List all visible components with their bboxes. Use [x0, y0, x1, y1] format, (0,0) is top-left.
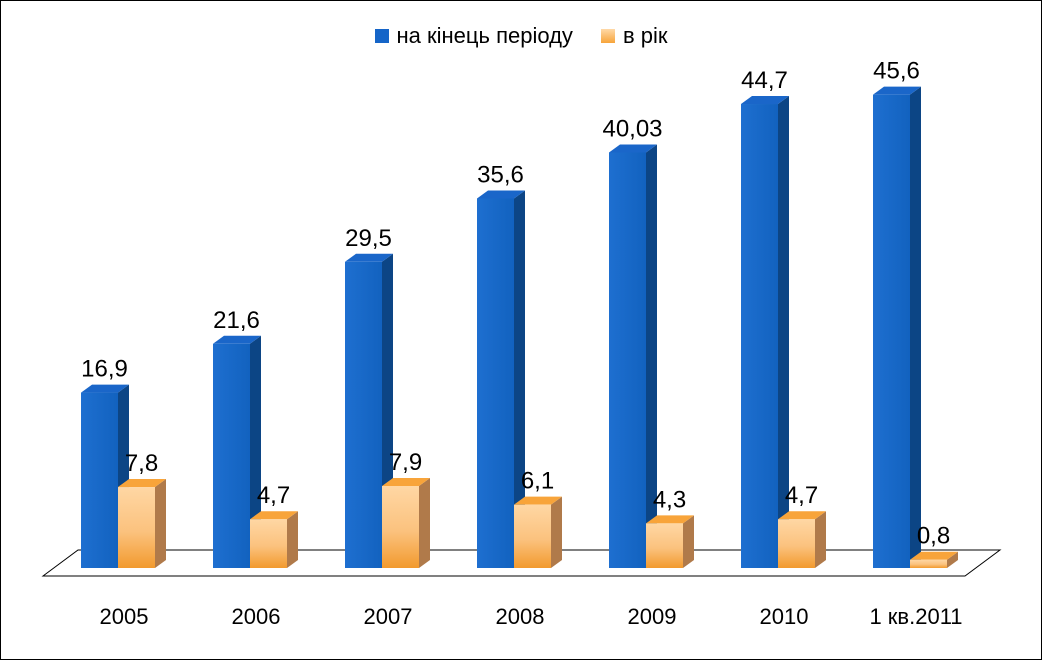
- bar-side-2-5: [683, 515, 694, 568]
- data-label-2-7: 0,8: [917, 523, 950, 550]
- bar-top-1-2: [213, 335, 261, 344]
- x-tick-label-1: 2005: [100, 604, 149, 629]
- legend: на кінець періоду в рік: [1, 23, 1041, 49]
- bar-1-2: [213, 335, 261, 568]
- x-tick-label-3: 2007: [364, 604, 413, 629]
- bar-front-1-5: [609, 152, 646, 569]
- legend-swatch-series-1: [374, 29, 389, 43]
- bar-front-2-7: [910, 559, 947, 568]
- bar-1-6: [741, 96, 789, 568]
- legend-swatch-series-2: [600, 29, 615, 43]
- data-label-1-5: 40,03: [602, 115, 662, 142]
- bar-2-2: [250, 511, 298, 568]
- bar-side-1-5: [646, 144, 657, 569]
- data-label-2-4: 6,1: [521, 468, 554, 495]
- bar-front-1-6: [741, 104, 778, 568]
- data-label-2-2: 4,7: [257, 482, 290, 509]
- bar-1-7: [873, 86, 921, 568]
- bar-1-5: [609, 144, 657, 569]
- data-label-2-3: 7,9: [389, 449, 422, 476]
- bar-top-1-7: [873, 86, 921, 95]
- data-label-2-1: 7,8: [125, 450, 158, 477]
- bar-2-3: [382, 477, 430, 568]
- bar-side-2-7: [947, 551, 958, 568]
- bar-2-7: [910, 551, 958, 568]
- legend-label-series-1: на кінець періоду: [396, 23, 573, 48]
- bar-side-2-2: [287, 511, 298, 568]
- x-tick-label-5: 2009: [628, 604, 677, 629]
- bar-front-2-2: [250, 519, 287, 568]
- bar-front-2-4: [514, 504, 551, 568]
- bar-front-2-5: [646, 523, 683, 568]
- x-tick-label-4: 2008: [496, 604, 545, 629]
- bar-top-2-7: [910, 551, 958, 560]
- data-label-1-1: 16,9: [81, 356, 128, 383]
- bar-top-2-2: [250, 511, 298, 520]
- data-label-1-4: 35,6: [477, 161, 524, 188]
- bar-side-2-6: [815, 511, 826, 568]
- bar-front-1-7: [873, 94, 910, 568]
- bar-front-1-4: [477, 198, 514, 569]
- x-tick-label-6: 2010: [760, 604, 809, 629]
- bar-side-1-6: [778, 96, 789, 568]
- bar-2-4: [514, 496, 562, 568]
- data-label-1-6: 44,7: [741, 67, 788, 94]
- bar-side-2-3: [419, 477, 430, 568]
- data-label-1-2: 21,6: [213, 307, 260, 334]
- bar-2-5: [646, 515, 694, 568]
- data-label-1-7: 45,6: [873, 58, 920, 85]
- data-label-2-6: 4,7: [785, 482, 818, 509]
- bar-top-2-5: [646, 515, 694, 524]
- bar-front-1-1: [81, 392, 118, 568]
- bar-side-1-2: [250, 335, 261, 568]
- bar-front-2-3: [382, 485, 419, 568]
- bar-2-1: [118, 479, 166, 568]
- bar-top-2-3: [382, 477, 430, 486]
- bar-side-1-4: [514, 190, 525, 569]
- bar-side-2-1: [155, 479, 166, 568]
- legend-label-series-2: в рік: [622, 23, 668, 48]
- bar-top-1-5: [609, 144, 657, 153]
- bar-top-1-1: [81, 384, 129, 393]
- data-label-2-5: 4,3: [653, 486, 686, 513]
- data-label-1-3: 29,5: [345, 225, 392, 252]
- x-tick-label-7: 1 кв.2011: [869, 604, 962, 629]
- bar-top-1-6: [741, 96, 789, 105]
- bar-top-2-6: [778, 511, 826, 520]
- bar-top-1-4: [477, 190, 525, 199]
- bar-1-4: [477, 190, 525, 569]
- bar-side-1-7: [910, 86, 921, 568]
- legend-entry-series-2: в рік: [600, 23, 668, 49]
- bar-front-1-3: [345, 261, 382, 568]
- bar-front-2-6: [778, 519, 815, 568]
- x-tick-label-2: 2006: [232, 604, 281, 629]
- bar-2-6: [778, 511, 826, 568]
- bar-top-2-4: [514, 496, 562, 505]
- bar-front-2-1: [118, 487, 155, 568]
- legend-entry-series-1: на кінець періоду: [374, 23, 573, 49]
- bar-top-2-1: [118, 479, 166, 488]
- bar-side-2-4: [551, 496, 562, 568]
- bar-front-1-2: [213, 343, 250, 568]
- bar-top-1-3: [345, 253, 393, 262]
